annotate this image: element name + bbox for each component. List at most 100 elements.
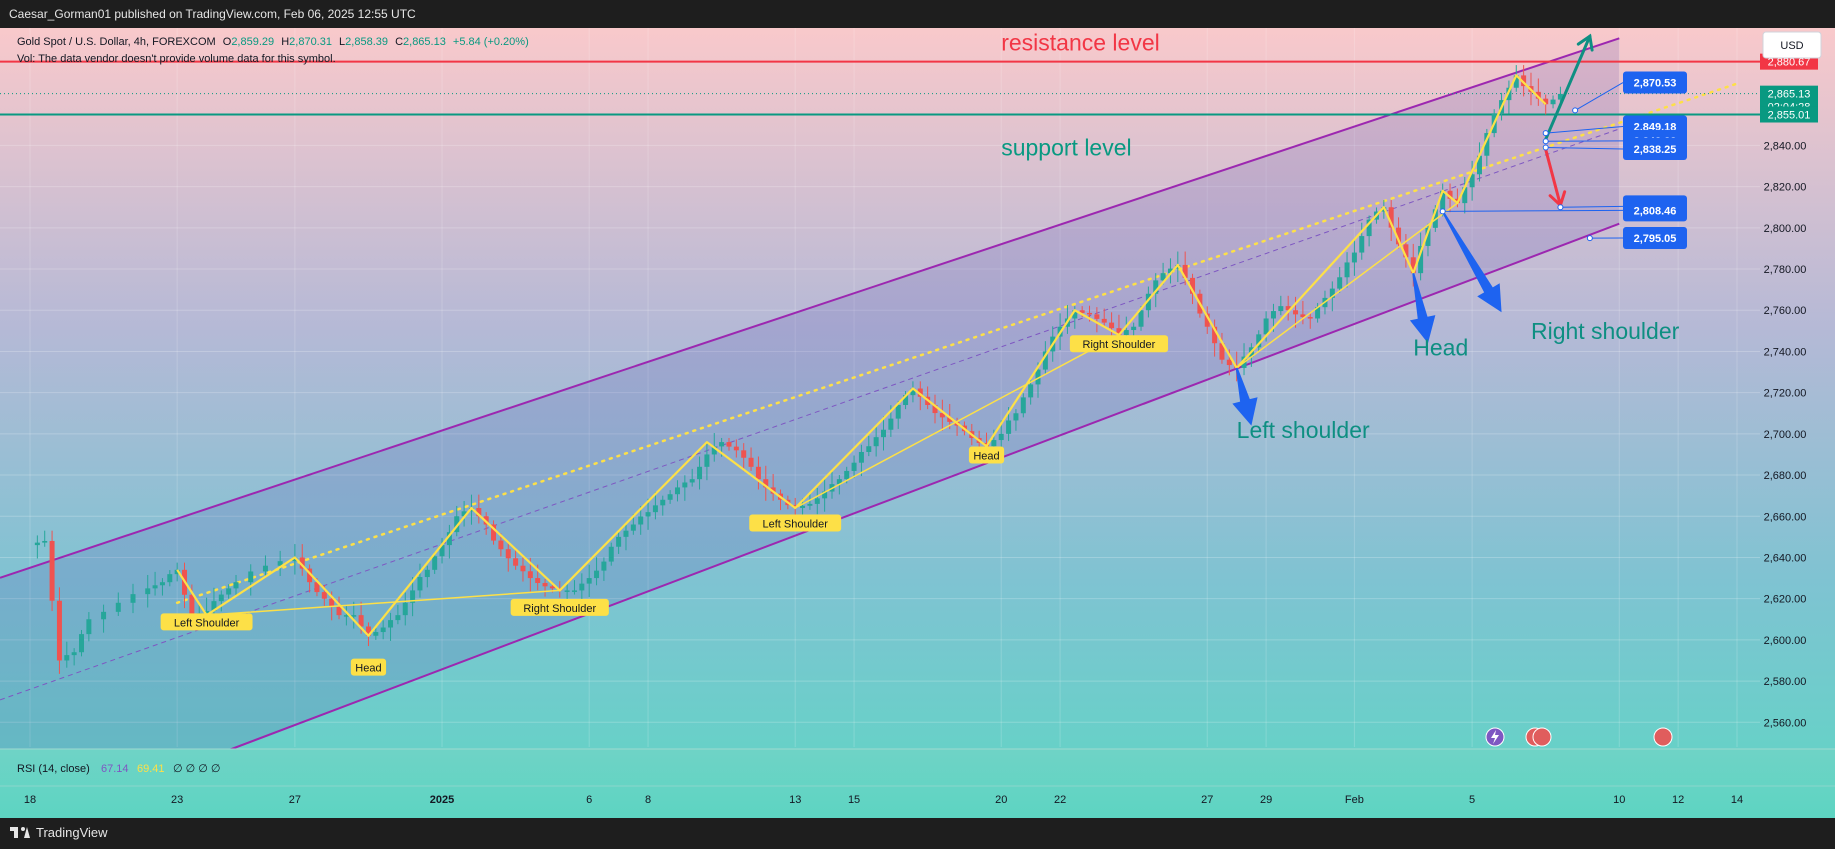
candle-body [652, 505, 658, 513]
time-axis[interactable]: 18 23 27 2025 6 8 13 15 20 22 27 29 Feb 5 10 12 14 [24, 794, 1743, 806]
candle-body [1351, 252, 1357, 263]
candle-body [277, 561, 283, 566]
price-chart[interactable]: resistance level support level Left should… [0, 28, 1835, 838]
candle-body [167, 574, 173, 583]
candle-body [866, 446, 872, 452]
candle-body [1462, 187, 1468, 204]
x-tick-label: 2025 [430, 794, 454, 806]
candle-body [1521, 75, 1527, 87]
candle-body [189, 594, 195, 616]
tradingview-logo[interactable]: TradingView [10, 824, 108, 840]
candle-body [1388, 207, 1394, 228]
price-labels: 2,870.532,849.182,842.232,838.252,810.44… [1439, 71, 1687, 250]
candle-body [594, 570, 600, 579]
pattern-label: Right Shoulder [523, 603, 596, 615]
pattern-label: Head [973, 450, 999, 462]
chart-area[interactable]: resistance level support level Left should… [0, 28, 1835, 838]
price-label-box [1623, 71, 1687, 94]
candle-body [888, 418, 894, 430]
x-tick-label: 14 [1731, 794, 1743, 806]
candle-body [527, 571, 533, 579]
price-label-box [1623, 199, 1687, 222]
axis-price-tag-text: 2,880.67 [1768, 57, 1811, 69]
pattern-label: Head [355, 663, 381, 675]
price-label-anchor [1542, 144, 1549, 151]
rsi-values-rest: ∅ ∅ ∅ ∅ [173, 763, 221, 775]
pattern-label: Right Shoulder [1083, 339, 1156, 351]
candle-body [417, 577, 423, 591]
pattern-zigzag [176, 74, 1547, 637]
candle-body [262, 565, 268, 572]
candle-body [571, 590, 577, 592]
candle-body [1116, 328, 1122, 335]
annotation-text: Right shoulder [1531, 318, 1680, 344]
us-flag-icon [1653, 727, 1673, 747]
candle-body [373, 632, 379, 636]
rsi-pane[interactable] [0, 749, 1835, 818]
rsi-value-1: 67.14 [101, 763, 129, 775]
pattern-label-box [350, 658, 387, 676]
y-tick-label: 2,720.00 [1764, 388, 1807, 400]
symbol-legend: Gold Spot / U.S. Dollar, 4h, FOREXCOM O2… [17, 36, 529, 65]
candle-body [211, 601, 217, 612]
annotation-text: Head [1413, 335, 1468, 361]
x-tick-label: 27 [289, 794, 301, 806]
price-label-anchor [1586, 235, 1593, 242]
currency-button[interactable]: USD [1762, 31, 1822, 59]
candle-body [697, 466, 703, 480]
x-tick-label: 20 [995, 794, 1007, 806]
event-icons[interactable] [1485, 727, 1673, 747]
candle-body [292, 557, 298, 562]
y-tick-label: 2,780.00 [1764, 264, 1807, 276]
candle-body [1396, 227, 1402, 245]
rsi-value-2: 69.41 [137, 763, 165, 775]
candle-body [1344, 262, 1350, 278]
candle-body [1123, 330, 1129, 335]
candle-body [763, 479, 769, 488]
price-label-text: 2,795.05 [1634, 233, 1677, 245]
candle-body [630, 524, 636, 531]
candle-body [1006, 420, 1012, 434]
candle-body [1432, 209, 1438, 228]
candle-body [1557, 93, 1563, 100]
candle-body [1042, 351, 1048, 370]
rsi-legend: RSI (14, close) 67.14 69.41 ∅ ∅ ∅ ∅ [17, 763, 221, 775]
x-tick-label: 12 [1672, 794, 1684, 806]
candle-body [115, 602, 121, 612]
candle-body [79, 634, 85, 653]
candle-body [299, 557, 305, 569]
brand-name: TradingView [36, 824, 108, 840]
candle-body [1535, 91, 1541, 99]
svg-text:Gold Spot / U.S. Dollar, 4h, F: Gold Spot / U.S. Dollar, 4h, FOREXCOM O2… [17, 36, 529, 48]
projection-arrow [1544, 34, 1592, 141]
candle-body [476, 508, 482, 517]
candle-body [733, 446, 739, 451]
chart-background [0, 28, 1835, 818]
y-tick-label: 2,580.00 [1764, 676, 1807, 688]
candle-body [86, 619, 92, 635]
candle-body [314, 582, 320, 593]
candle-body [1543, 98, 1549, 105]
candle-body [638, 516, 644, 525]
candle-body [1440, 190, 1446, 210]
candle-body [402, 602, 408, 616]
candle-body [719, 442, 725, 447]
horizontal-levels [0, 60, 1760, 116]
candle-body [1145, 293, 1151, 311]
candle-body [1138, 310, 1144, 327]
candle-body [903, 395, 909, 406]
price-label-text: 2,838.25 [1634, 144, 1677, 156]
y-tick-label: 2,740.00 [1764, 346, 1807, 358]
candle-body [71, 652, 77, 656]
price-label-anchor [1542, 138, 1549, 145]
candle-body [159, 582, 165, 586]
candle-body [42, 540, 48, 543]
candle-body [218, 594, 224, 602]
candle-body [549, 586, 555, 589]
candle-body [174, 569, 180, 575]
y-tick-label: 2,560.00 [1764, 717, 1807, 729]
x-tick-label: 6 [586, 794, 592, 806]
candle-body [881, 429, 886, 438]
price-axis[interactable]: 2,560.00 2,580.00 2,600.00 2,620.00 2,640.00… [1760, 53, 1818, 730]
candle-body [1447, 190, 1453, 199]
